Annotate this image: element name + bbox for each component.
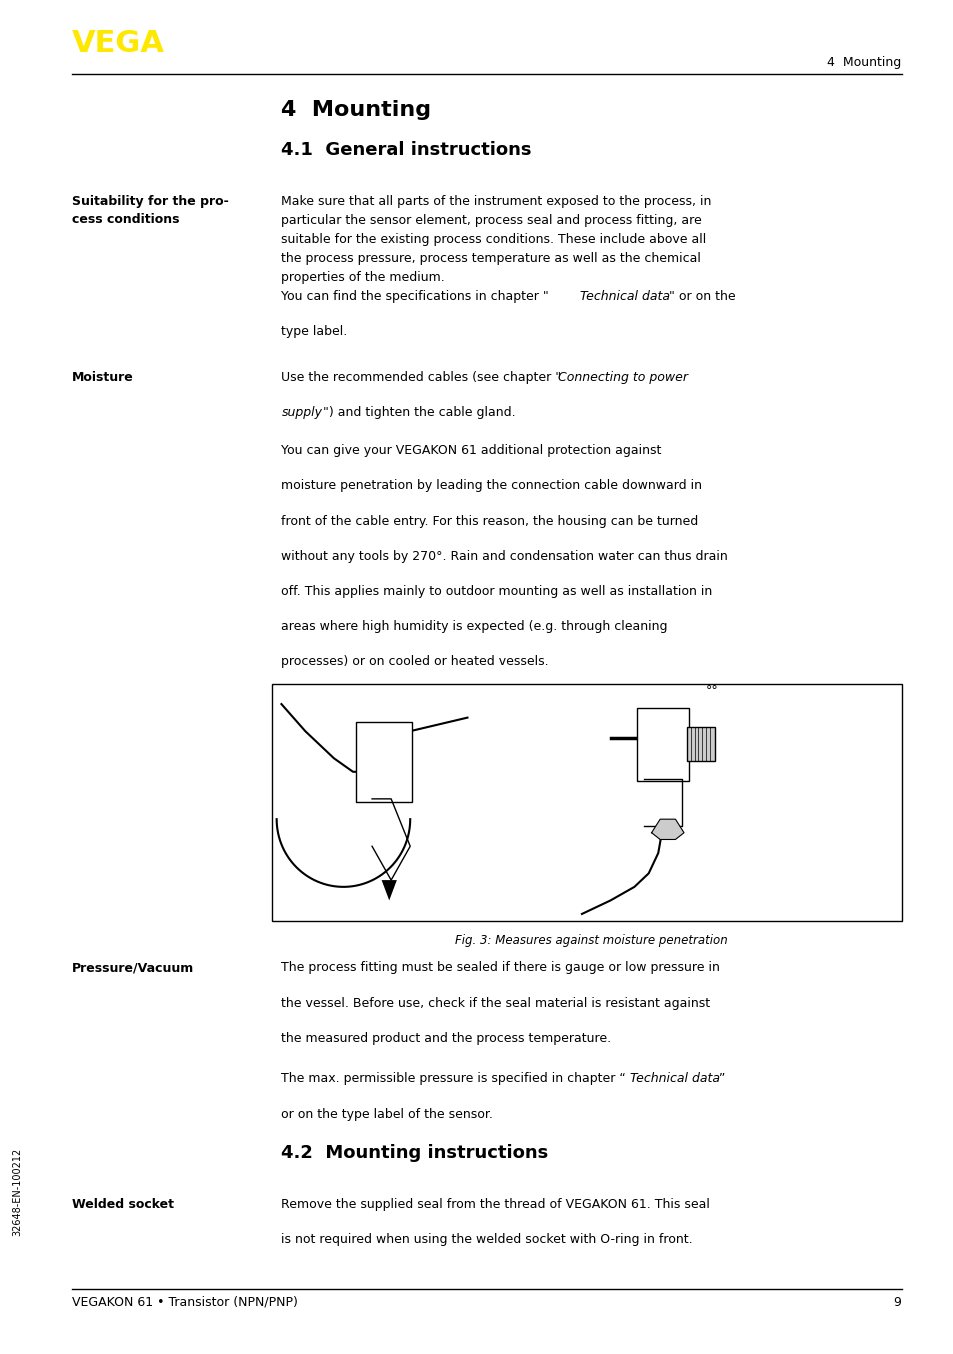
Text: Welded socket: Welded socket — [71, 1198, 173, 1212]
Text: You can give your VEGAKON 61 additional protection against: You can give your VEGAKON 61 additional … — [281, 444, 661, 458]
FancyBboxPatch shape — [355, 722, 412, 802]
Text: Fig. 3: Measures against moisture penetration: Fig. 3: Measures against moisture penetr… — [455, 934, 727, 948]
Text: Technical data: Technical data — [629, 1072, 719, 1086]
FancyBboxPatch shape — [686, 727, 715, 761]
Text: The max. permissible pressure is specified in chapter “: The max. permissible pressure is specifi… — [281, 1072, 625, 1086]
Text: Make sure that all parts of the instrument exposed to the process, in
particular: Make sure that all parts of the instrume… — [281, 195, 711, 284]
Text: Suitability for the pro-
cess conditions: Suitability for the pro- cess conditions — [71, 195, 228, 226]
Text: is not required when using the welded socket with O-ring in front.: is not required when using the welded so… — [281, 1233, 692, 1247]
Polygon shape — [643, 779, 681, 826]
Text: Use the recommended cables (see chapter ": Use the recommended cables (see chapter … — [281, 371, 561, 385]
Polygon shape — [651, 819, 683, 839]
Text: ”: ” — [719, 1072, 725, 1086]
Text: the vessel. Before use, check if the seal material is resistant against: the vessel. Before use, check if the sea… — [281, 997, 710, 1010]
Text: areas where high humidity is expected (e.g. through cleaning: areas where high humidity is expected (e… — [281, 620, 667, 634]
Text: VEGA: VEGA — [71, 30, 164, 58]
Text: off. This applies mainly to outdoor mounting as well as installation in: off. This applies mainly to outdoor moun… — [281, 585, 712, 598]
Text: front of the cable entry. For this reason, the housing can be turned: front of the cable entry. For this reaso… — [281, 515, 698, 528]
Text: You can find the specifications in chapter ": You can find the specifications in chapt… — [281, 290, 549, 303]
Text: 9: 9 — [893, 1296, 901, 1309]
Text: Technical data: Technical data — [579, 290, 669, 303]
Text: " or on the: " or on the — [668, 290, 735, 303]
Text: ") and tighten the cable gland.: ") and tighten the cable gland. — [323, 406, 516, 420]
Text: °°: °° — [705, 684, 718, 697]
Text: type label.: type label. — [281, 325, 347, 338]
Text: 32648-EN-100212: 32648-EN-100212 — [12, 1147, 22, 1236]
Text: 4.1  General instructions: 4.1 General instructions — [281, 141, 532, 158]
Text: supply: supply — [281, 406, 322, 420]
Polygon shape — [381, 880, 396, 900]
FancyBboxPatch shape — [637, 708, 688, 781]
Text: Remove the supplied seal from the thread of VEGAKON 61. This seal: Remove the supplied seal from the thread… — [281, 1198, 710, 1212]
Text: 4  Mounting: 4 Mounting — [281, 100, 431, 121]
Text: VEGAKON 61 • Transistor (NPN/PNP): VEGAKON 61 • Transistor (NPN/PNP) — [71, 1296, 297, 1309]
Text: 4.2  Mounting instructions: 4.2 Mounting instructions — [281, 1144, 548, 1162]
Text: 4  Mounting: 4 Mounting — [826, 56, 901, 69]
FancyBboxPatch shape — [272, 684, 901, 921]
Text: Moisture: Moisture — [71, 371, 133, 385]
Text: or on the type label of the sensor.: or on the type label of the sensor. — [281, 1108, 493, 1121]
Text: the measured product and the process temperature.: the measured product and the process tem… — [281, 1032, 611, 1045]
Text: moisture penetration by leading the connection cable downward in: moisture penetration by leading the conn… — [281, 479, 701, 493]
Polygon shape — [372, 799, 410, 880]
Text: Connecting to power: Connecting to power — [558, 371, 687, 385]
Text: The process fitting must be sealed if there is gauge or low pressure in: The process fitting must be sealed if th… — [281, 961, 720, 975]
Text: Pressure/Vacuum: Pressure/Vacuum — [71, 961, 193, 975]
Text: without any tools by 270°. Rain and condensation water can thus drain: without any tools by 270°. Rain and cond… — [281, 550, 727, 563]
Text: processes) or on cooled or heated vessels.: processes) or on cooled or heated vessel… — [281, 655, 549, 669]
